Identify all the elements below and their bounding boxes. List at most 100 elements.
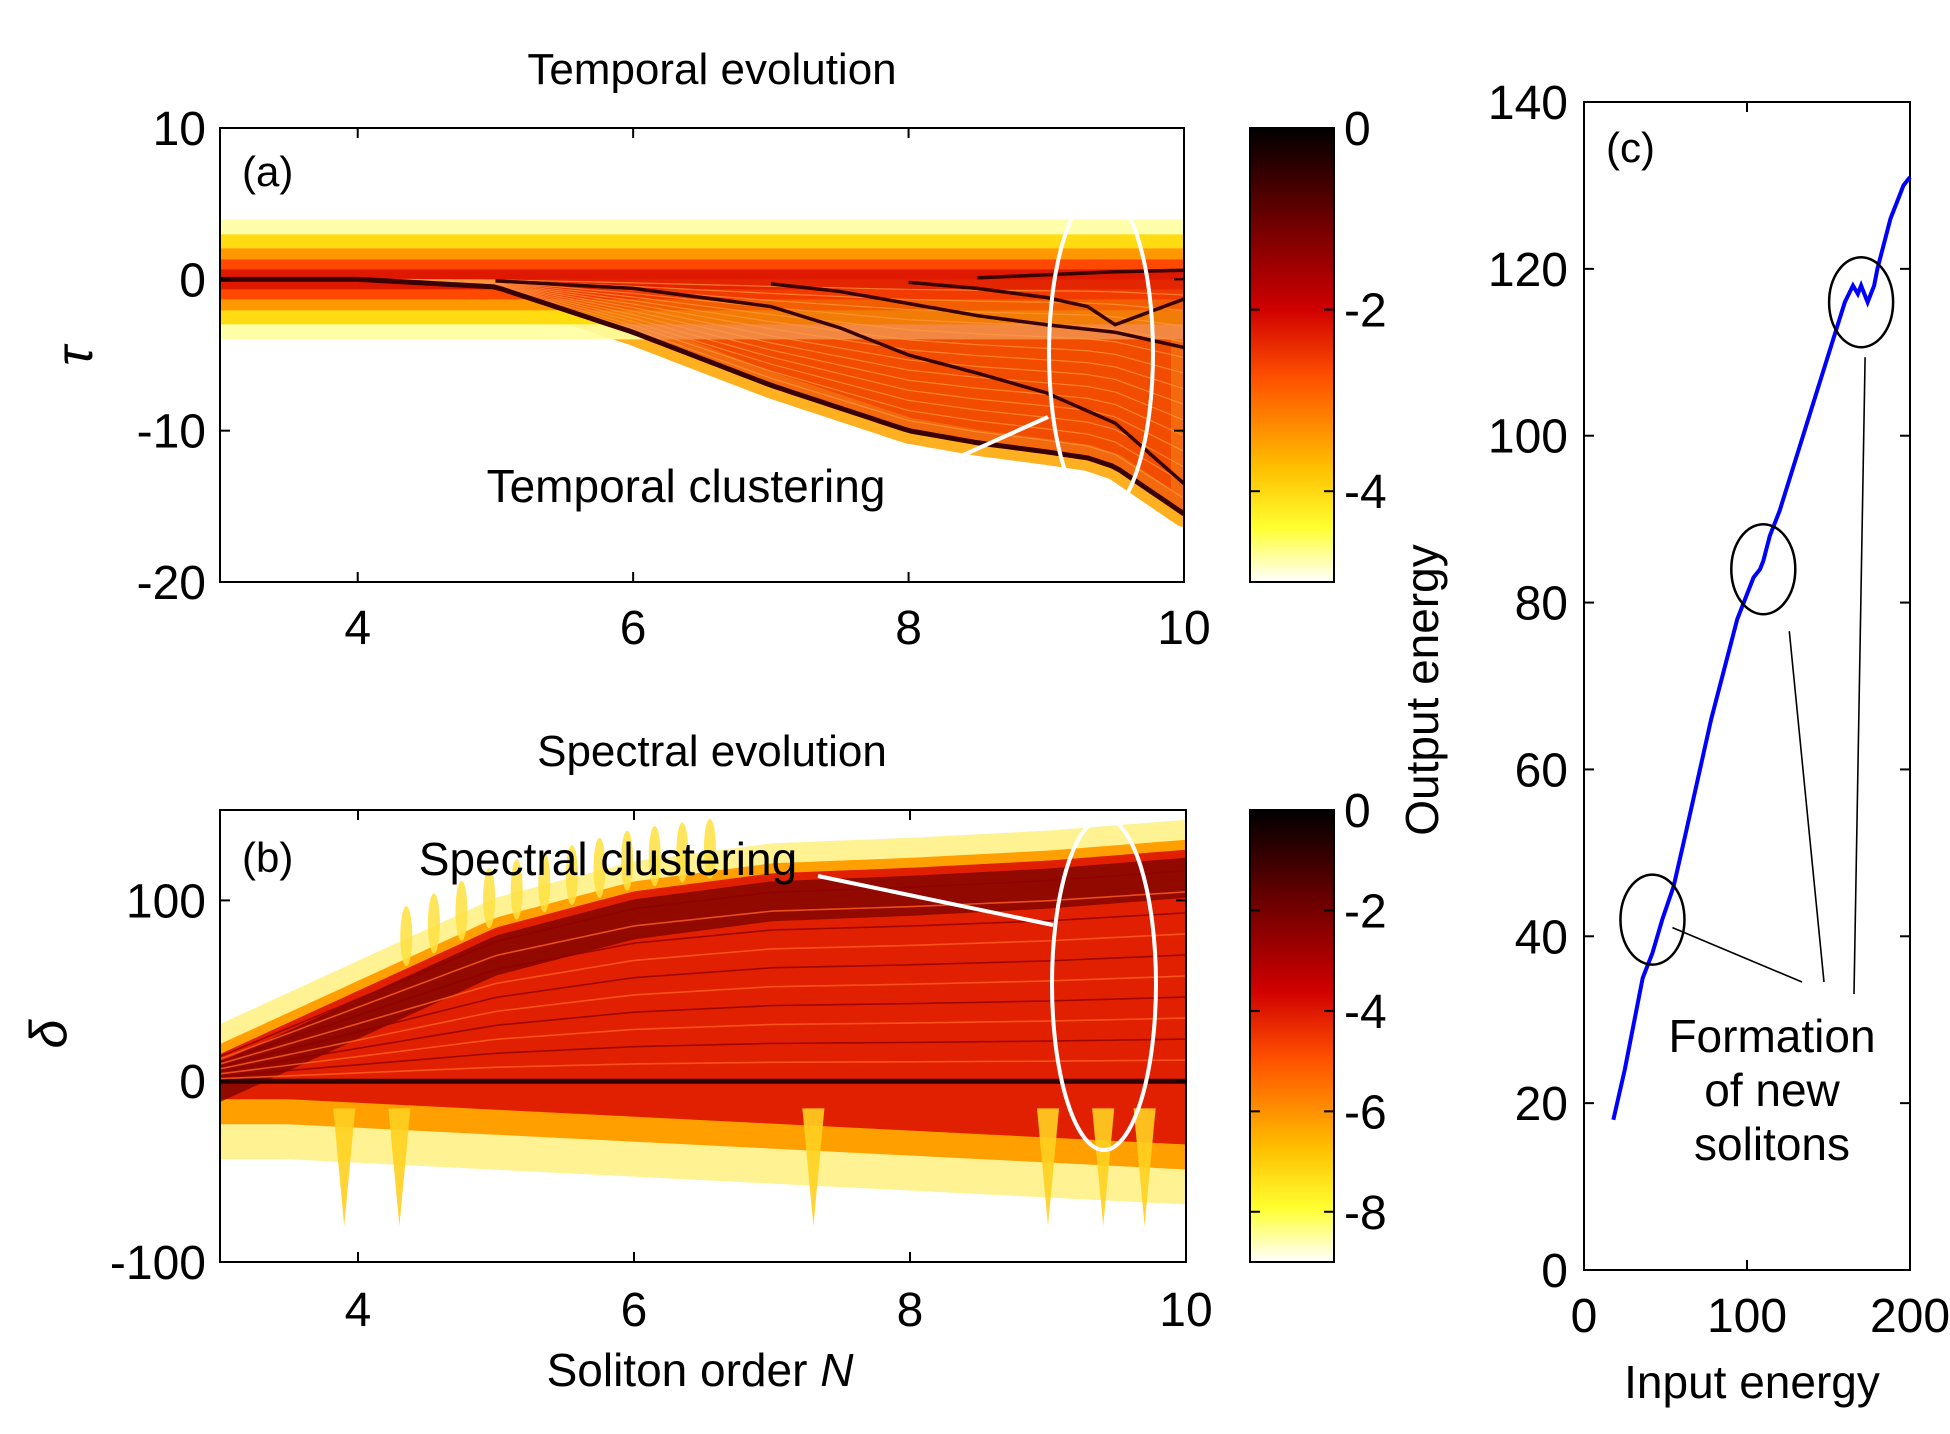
panel-b-fan-line (220, 1059, 1186, 1080)
panel-a-ytick-label: 10 (153, 103, 206, 156)
panel-c-letter: (c) (1606, 124, 1655, 171)
panel-a-letter: (a) (242, 148, 293, 195)
panel-b-spike (1036, 1108, 1060, 1226)
panel-b-dark-edge (220, 857, 1186, 1103)
panel-b-xlabel-symbol: N (820, 1344, 854, 1396)
panel-a-ridge-0 (220, 276, 1184, 516)
panel-b-core-band (220, 849, 1186, 1145)
panel-a-colorbar-tick-label: 0 (1344, 103, 1371, 156)
panel-b-ytick-label: -100 (110, 1237, 206, 1290)
panel-b-colorbar-tick-label: 0 (1344, 785, 1371, 838)
panel-b-fan-line (220, 933, 1186, 1065)
formation-circle-3 (1827, 255, 1895, 349)
soliton-annotation-leaders (1672, 357, 1866, 995)
panel-b-colorbar: 0 -2 -4 -6 -8 (1249, 785, 1387, 1263)
panel-a-xtick-label: 4 (344, 602, 371, 655)
panel-b-spike (1133, 1108, 1156, 1226)
formation-leader-1 (1672, 926, 1803, 983)
panel-b-lobe (483, 868, 496, 929)
panel-b-colorbar-tick-label: -2 (1344, 885, 1387, 938)
panel-c-ytick-label: 140 (1488, 77, 1568, 130)
panel-b-lobe (593, 837, 606, 898)
soliton-formation-circles (1619, 255, 1895, 966)
panel-b-lobe (427, 893, 440, 954)
panel-b-spike (388, 1108, 411, 1226)
temporal-cluster-ellipse (1047, 188, 1155, 518)
panel-c-xtick-label: 100 (1707, 1290, 1787, 1343)
temporal-clustering-label: Temporal clustering (487, 460, 886, 512)
panel-c-xtick-label: 200 (1870, 1290, 1950, 1343)
panel-b-ylabel: δ (20, 1018, 78, 1048)
panel-b-title: Spectral evolution (537, 727, 887, 776)
panel-a-axes: 4 6 8 10 10 0 -10 -20 (137, 103, 1211, 655)
panel-b-lobe (538, 852, 551, 913)
formation-circle-2 (1730, 522, 1797, 616)
panel-a-ridge-3 (908, 280, 1184, 327)
panel-b-lobe (400, 906, 413, 967)
formation-circle-1 (1619, 873, 1686, 966)
panel-b-fan-line (220, 912, 1186, 1063)
panel-a-ytick-label: -10 (137, 406, 206, 459)
panel-b-lobe (455, 880, 468, 941)
spectral-clustering-label: Spectral clustering (419, 833, 797, 885)
panel-b-ytick-label: 0 (179, 1056, 206, 1109)
panel-b-colorbar-tick-label: -4 (1344, 986, 1387, 1039)
panel-a-ridges (220, 268, 1184, 516)
panel-a-colorbar-gradient (1249, 127, 1335, 583)
panel-b-colorbar-tick-label: -8 (1344, 1187, 1387, 1240)
panel-c-ytick-label: 100 (1488, 411, 1568, 464)
spectral-cluster-ellipse (1050, 816, 1158, 1152)
panel-b-fan-line (220, 870, 1186, 1058)
panel-c-ytick-label: 20 (1515, 1078, 1568, 1131)
panel-a-ridge-2 (770, 282, 1184, 350)
panel-c-ytick-label: 40 (1515, 911, 1568, 964)
panel-b-axes: 4 6 8 10 100 0 -100 (110, 810, 1213, 1337)
panel-a-colorbar-tick-label: -4 (1344, 466, 1387, 519)
panel-c-ytick-label: 0 (1541, 1245, 1568, 1298)
formation-label-line2: of new (1704, 1064, 1840, 1116)
panel-a-title: Temporal evolution (527, 45, 896, 94)
panel-b-colorbar-tick-label: -6 (1344, 1086, 1387, 1139)
panel-b-spike (802, 1108, 825, 1226)
panel-b-frame (219, 809, 1187, 1263)
formation-label-line1: Formation (1668, 1010, 1875, 1062)
panel-c-ytick-label: 60 (1515, 744, 1568, 797)
panel-b-fan-line (220, 1038, 1186, 1078)
spectral-annotation-leader (817, 874, 1054, 927)
panel-a-frame (219, 127, 1185, 583)
panel-b-fan-line (220, 891, 1186, 1060)
panel-b-xtick-label: 8 (897, 1284, 924, 1337)
panel-b-fan-line (220, 1017, 1186, 1075)
panel-a-xtick-label: 8 (895, 602, 922, 655)
panel-b-spike (333, 1108, 356, 1226)
panel-a-colorbar: 0 -2 -4 (1249, 103, 1387, 583)
panel-c-ytick-label: 120 (1488, 244, 1568, 297)
panel-b-xtick-label: 4 (345, 1284, 372, 1337)
panel-a-ylabel: τ (46, 343, 104, 366)
panel-a-ytick-label: -20 (137, 557, 206, 610)
panel-b-lobe (703, 818, 716, 879)
panel-a-xtick-label: 6 (620, 602, 647, 655)
panel-b-xtick-label: 6 (621, 1284, 648, 1337)
panel-a-ridge-4 (977, 268, 1184, 280)
panel-c-xtick-label: 0 (1571, 1290, 1598, 1343)
panel-a-colorbar-ticks: 0 -2 -4 (1250, 103, 1387, 519)
panel-b-ytick-label: 100 (126, 875, 206, 928)
panel-b-spectral-field (220, 818, 1186, 1226)
panel-b-fan-line (220, 954, 1186, 1068)
formation-leader-2 (1788, 631, 1825, 983)
panel-b-letter: (b) (242, 834, 293, 881)
panel-a-ridge-1 (495, 279, 1184, 485)
panel-b-fan-line (220, 996, 1186, 1073)
panel-c-xlabel: Input energy (1624, 1356, 1880, 1408)
panel-b-colorbar-ticks: 0 -2 -4 -6 -8 (1250, 785, 1387, 1240)
energy-curve (1611, 175, 1912, 1121)
panel-a-ytick-label: 0 (179, 254, 206, 307)
panel-c-ylabel: Output energy (1396, 544, 1448, 836)
panel-b-fan-line (220, 975, 1186, 1070)
panel-a-fill-core (220, 279, 1184, 514)
panel-b-lobe (676, 822, 689, 883)
panel-b-spike (1092, 1108, 1115, 1226)
